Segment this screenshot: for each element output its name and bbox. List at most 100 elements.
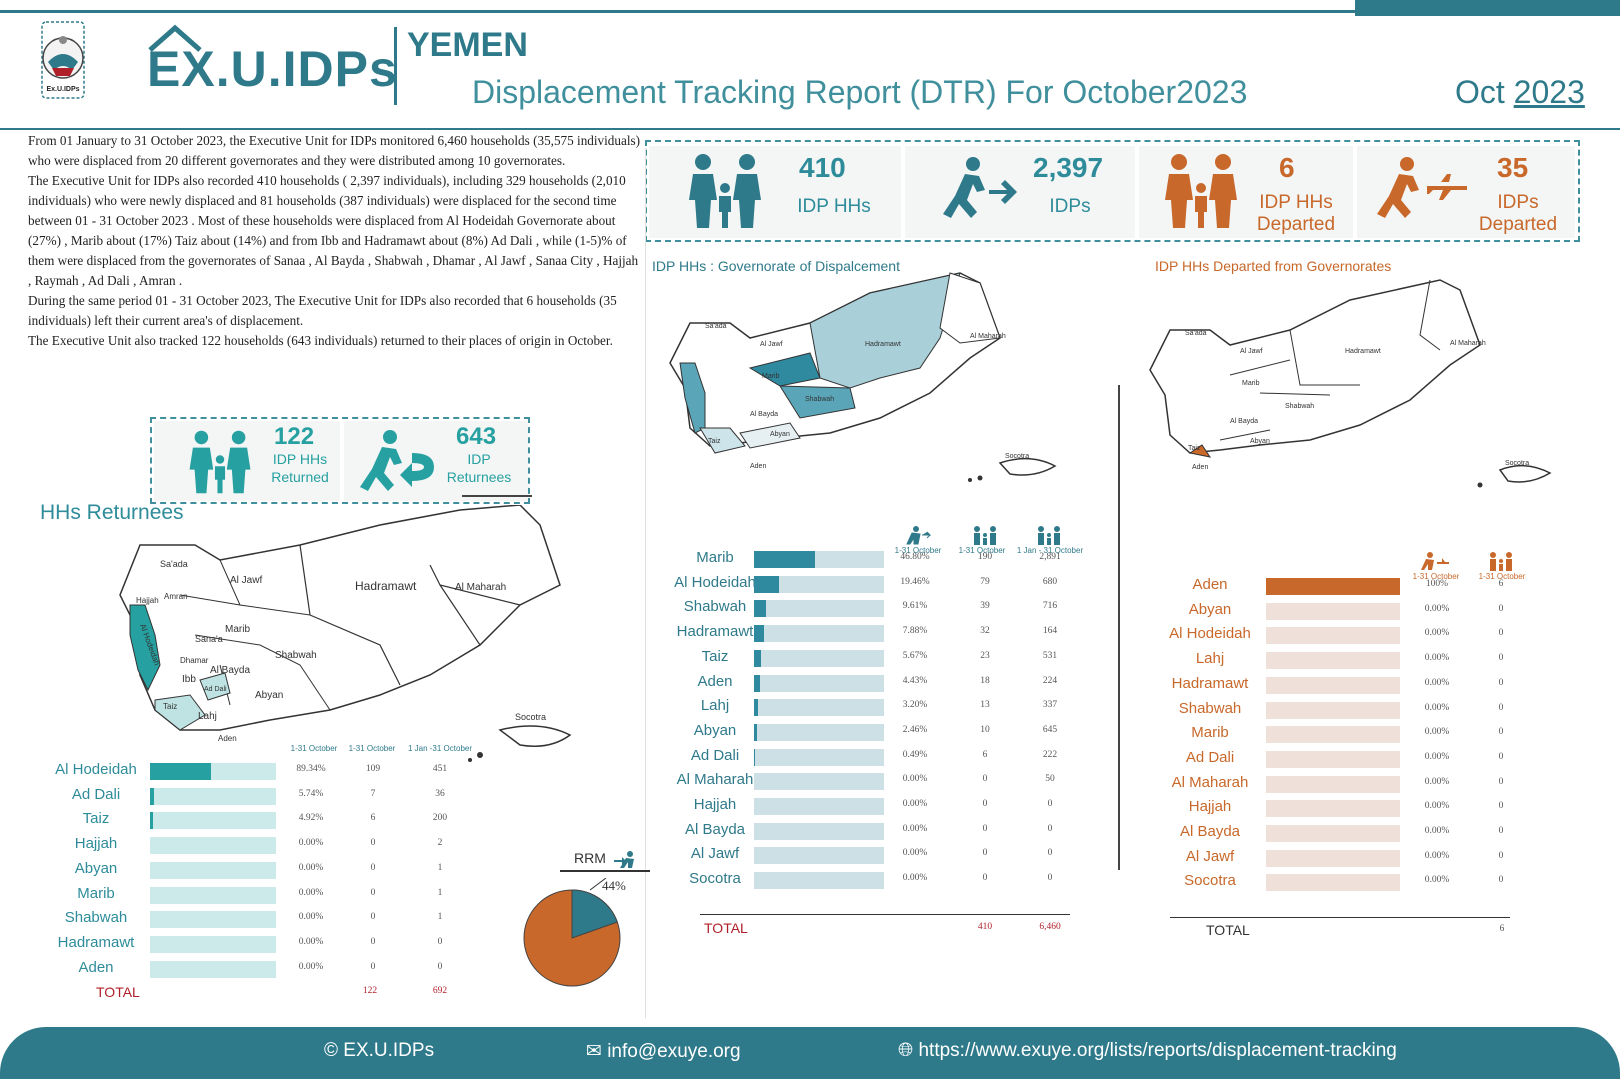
row-bar-fill — [150, 812, 154, 830]
running-person-icon — [943, 157, 1017, 218]
copyright-icon: © — [324, 1040, 338, 1061]
table-row: Shabwah 0.00% 0 1 — [40, 906, 480, 931]
row-hhs: 39 — [980, 601, 990, 612]
row-bar-fill — [150, 763, 211, 780]
row-bar-fill — [1266, 578, 1400, 595]
row-name: Hajjah — [693, 796, 737, 813]
row-ytd: 164 — [1042, 626, 1058, 637]
label-abyan: Abyan — [770, 431, 790, 438]
yemen-outline — [1149, 279, 1481, 454]
returnees-table: 1-31 October 1-31 October 1 Jan -31 Octo… — [40, 738, 480, 1028]
row-bar-fill — [754, 600, 767, 618]
row-pct: 0.00% — [902, 848, 928, 859]
row-bar — [150, 812, 276, 830]
pie-leader-line — [589, 878, 607, 891]
rrm-pie — [523, 878, 621, 987]
total-rule — [700, 914, 1070, 915]
label-aden: Aden — [1192, 464, 1208, 471]
row-name: Hadramawt — [1171, 674, 1249, 692]
table-row: Al Hodeidah 0.00% 0 — [1150, 622, 1570, 647]
table-row: Aden 0.00% 0 0 — [40, 956, 480, 981]
row-ytd: 0 — [437, 936, 443, 947]
row-hhs: 0 — [1498, 875, 1504, 886]
row-name: Al Jawf — [1185, 847, 1235, 865]
departed-idps-col-icon — [1421, 552, 1449, 570]
kpi-idp-hhs-value: 410 — [799, 152, 846, 183]
summary-paragraph: During the same period 01 - 31 October 2… — [28, 293, 617, 328]
row-hhs: 0 — [982, 873, 988, 884]
table-row: Abyan 2.46% 10 645 — [650, 719, 1080, 744]
row-name: Aden — [78, 958, 114, 976]
label-sadah: Sa'ada — [705, 323, 727, 330]
row-pct: 0.00% — [298, 887, 324, 898]
row-hhs: 0 — [370, 961, 376, 972]
row-bar — [754, 723, 884, 741]
row-name: Socotra — [689, 870, 741, 888]
kpi-strip: 410 IDP HHs 2,397 IDPs 6 IDP HHs Departe… — [645, 140, 1580, 242]
row-bar — [150, 837, 276, 855]
map-island — [468, 758, 472, 762]
row-pct: 0.00% — [298, 862, 324, 873]
map-island — [1477, 482, 1483, 488]
label-dhamar: Dhamar — [180, 656, 209, 665]
row-name: Ad Dali — [71, 785, 121, 803]
yemen-outline — [119, 505, 561, 731]
footer-url[interactable]: 🌐︎ https://www.exuye.org/lists/reports/d… — [898, 1040, 1397, 1062]
table-row: Al Maharah 0.00% 0 — [1150, 771, 1570, 796]
footer-url-text: https://www.exuye.org/lists/reports/disp… — [918, 1040, 1397, 1061]
row-ytd: 222 — [1042, 749, 1058, 760]
row-bar — [1266, 750, 1400, 768]
label-marib: Marib — [225, 624, 250, 635]
row-bar — [1266, 726, 1400, 744]
kpi-returnees-label-2: Returnees — [446, 469, 512, 485]
idps-col-icon — [906, 526, 932, 545]
returnees-section-title: HHs Returnees — [40, 501, 184, 524]
row-ytd: 0 — [1047, 873, 1053, 884]
header-top-line — [0, 10, 1355, 13]
column-header: 1-31 October — [1478, 572, 1526, 581]
row-hhs: 0 — [370, 912, 376, 923]
footer-org[interactable]: © EX.U.IDPs — [324, 1040, 434, 1062]
label-socotra: Socotra — [515, 712, 546, 722]
kpi-idps-departed-label-2: Departed — [1478, 214, 1558, 235]
row-pct: 0.49% — [902, 749, 928, 760]
footer-org-text: EX.U.IDPs — [343, 1040, 435, 1061]
row-name: Shabwah — [683, 598, 747, 616]
row-pct: 0.00% — [298, 838, 324, 849]
row-hhs: 0 — [370, 936, 376, 947]
row-ytd: 716 — [1042, 601, 1058, 612]
map-region-al-maharah — [939, 272, 1001, 344]
label-sadah: Sa'ada — [1185, 330, 1207, 337]
footer-email-text: info@exuye.org — [607, 1041, 741, 1062]
departing-traveller-icon — [1377, 157, 1467, 218]
kpi-hhs-departed: 6 IDP HHs Departed — [1139, 146, 1353, 238]
row-pct: 5.67% — [902, 650, 928, 661]
row-name: Al Hodeidah — [55, 761, 137, 778]
map-region-hadramawt — [809, 272, 961, 389]
table-row: Lahj 3.20% 13 337 — [650, 694, 1080, 719]
footer-email[interactable]: ✉ info@exuye.org — [586, 1040, 741, 1063]
table-row: Aden 4.43% 18 224 — [650, 670, 1080, 695]
departed-total-label: TOTAL — [1206, 922, 1250, 938]
row-name: Al Jawf — [690, 845, 740, 863]
returnees-total-ytd: 692 — [432, 986, 448, 996]
kpi-idps-departed-label-1: IDPs — [1497, 192, 1539, 213]
row-pct: 0.00% — [1424, 776, 1450, 787]
summary-text: From 01 January to 31 October 2023, the … — [28, 131, 643, 351]
returns-box-underline — [462, 495, 532, 497]
departed-map-title: IDP HHs Departed from Governorates — [1155, 258, 1392, 274]
table-row: Marib 0.00% 0 1 — [40, 882, 480, 907]
returnee-icon — [360, 430, 434, 491]
label-al-jawf: Al Jawf — [1240, 348, 1263, 355]
map-socotra — [1498, 464, 1552, 483]
rrm-label: RRM — [574, 850, 606, 866]
table-row: Shabwah 9.61% 39 716 — [650, 595, 1080, 620]
row-ytd: 1 — [437, 887, 443, 898]
row-hhs: 0 — [1498, 653, 1504, 664]
map-region-taiz — [154, 694, 206, 731]
row-bar-fill — [754, 748, 755, 766]
row-hhs: 79 — [980, 576, 990, 587]
row-name: Hajjah — [74, 835, 118, 853]
row-ytd: 531 — [1042, 650, 1058, 661]
label-lahj: Lahj — [198, 711, 217, 722]
